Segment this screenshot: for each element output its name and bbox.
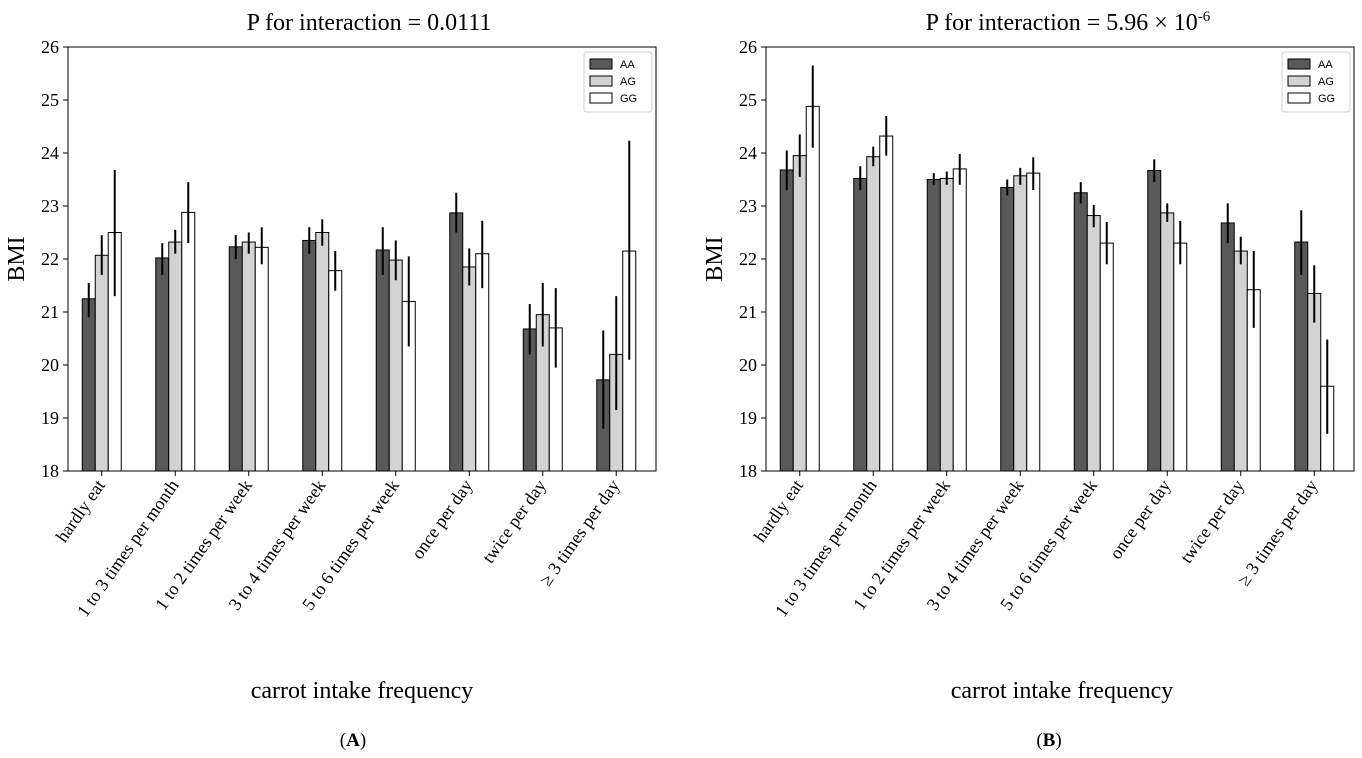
legend-swatch-gg (1287, 92, 1311, 104)
y-tick-label: 20 (739, 355, 757, 375)
legend: AA AG GG (583, 51, 653, 113)
y-tick-label: 18 (41, 461, 59, 481)
bar-aa (779, 169, 794, 472)
y-tick-label: 25 (739, 90, 757, 110)
bar-aa (228, 246, 243, 472)
legend-label-ag: AG (620, 76, 636, 88)
bar-gg (328, 270, 343, 472)
y-tick-label: 22 (739, 249, 757, 269)
bar-ag (1233, 250, 1248, 472)
legend-label-ag: AG (1318, 76, 1334, 88)
bar-gg (1099, 242, 1114, 472)
legend-swatch-aa (1287, 58, 1311, 70)
bar-aa (449, 212, 464, 472)
bar-gg (879, 135, 894, 472)
bar-aa (853, 177, 868, 472)
legend-swatch-ag (589, 75, 613, 87)
bar-ag (94, 254, 109, 472)
y-tick-label: 25 (41, 90, 59, 110)
legend-label-gg: GG (1318, 93, 1335, 105)
bar-ag (866, 156, 881, 472)
y-tick-label: 21 (739, 302, 757, 322)
bar-gg (254, 246, 269, 472)
chart-title-main: P for interaction = 5.96 × 10 (926, 10, 1198, 36)
panel-label-open: ( (1036, 730, 1042, 751)
panel-label-open: ( (340, 730, 346, 751)
x-category-label: ≥ 3 times per day (536, 476, 624, 590)
bar-ag (1086, 215, 1101, 472)
bar-ag (168, 241, 183, 472)
y-tick-label: 22 (41, 249, 59, 269)
panel-label-letter: A (346, 730, 360, 751)
bar-aa (926, 179, 941, 472)
y-tick-label: 21 (41, 302, 59, 322)
bar-gg (1173, 242, 1188, 472)
chart-title: P for interaction = 0.0111 (247, 10, 492, 36)
x-category-label: ≥ 3 times per day (1234, 476, 1322, 590)
x-category-label: twice per day (478, 476, 550, 567)
bar-gg (181, 211, 196, 472)
bar-ag (939, 177, 954, 472)
bar-ag (462, 266, 477, 472)
bar-ag (315, 232, 330, 472)
legend-label-aa: AA (1318, 59, 1333, 71)
x-category-label: twice per day (1176, 476, 1248, 567)
plot-frame (67, 46, 657, 472)
chart-title-superscript: -6 (1198, 9, 1211, 25)
x-category-label: hardly eat (52, 476, 109, 546)
bar-aa (1000, 186, 1015, 472)
bar-aa (81, 298, 96, 472)
bar-aa (302, 239, 317, 472)
bar-ag (388, 259, 403, 472)
bar-ag (241, 241, 256, 472)
chart-panel-b: P for interaction = 5.96 × 10-6 18 19 20 21 2… (702, 9, 1355, 751)
panel-label: (A) (340, 730, 366, 751)
bar-ag (792, 155, 807, 472)
y-tick-label: 24 (739, 143, 757, 163)
y-tick-label: 19 (41, 408, 59, 428)
panel-label: (B) (1036, 730, 1061, 751)
panel-label-close: ) (1055, 730, 1061, 751)
bar-gg (1026, 172, 1041, 472)
y-tick-label: 18 (739, 461, 757, 481)
y-tick-label: 23 (739, 196, 757, 216)
y-tick-label: 24 (41, 143, 59, 163)
chart-panel-a: P for interaction = 0.0111 18 19 20 21 22 23 24… (4, 10, 657, 751)
chart-title: P for interaction = 5.96 × 10-6 (926, 9, 1211, 36)
legend: AA AG GG (1281, 51, 1351, 113)
y-tick-label: 20 (41, 355, 59, 375)
y-axis-label: BMI (702, 236, 728, 281)
bar-aa (1073, 192, 1088, 472)
bar-aa (1294, 241, 1309, 472)
chart-title-main: P for interaction = 0.0111 (247, 10, 492, 36)
y-tick-label: 26 (739, 37, 757, 57)
legend-swatch-aa (589, 58, 613, 70)
bar-aa (1220, 222, 1235, 472)
bar-aa (155, 257, 170, 472)
legend-label-gg: GG (620, 93, 637, 105)
bar-ag (1013, 175, 1028, 472)
bar-gg (952, 168, 967, 472)
x-axis-label: carrot intake frequency (251, 678, 474, 704)
x-axis-label: carrot intake frequency (951, 678, 1174, 704)
plot-frame (765, 46, 1355, 472)
y-tick-label: 23 (41, 196, 59, 216)
bar-gg (805, 105, 820, 472)
bar-aa (1147, 169, 1162, 472)
bar-ag (1160, 212, 1175, 472)
bar-aa (375, 249, 390, 472)
legend-swatch-ag (1287, 75, 1311, 87)
legend-swatch-gg (589, 92, 613, 104)
y-tick-label: 26 (41, 37, 59, 57)
legend-label-aa: AA (620, 59, 635, 71)
x-category-label: hardly eat (750, 476, 807, 546)
y-axis-label: BMI (4, 236, 30, 281)
x-category-label: once per day (407, 476, 476, 563)
panel-label-close: ) (360, 730, 366, 751)
y-tick-label: 19 (739, 408, 757, 428)
panel-label-letter: B (1043, 730, 1056, 751)
x-category-label: once per day (1105, 476, 1174, 563)
